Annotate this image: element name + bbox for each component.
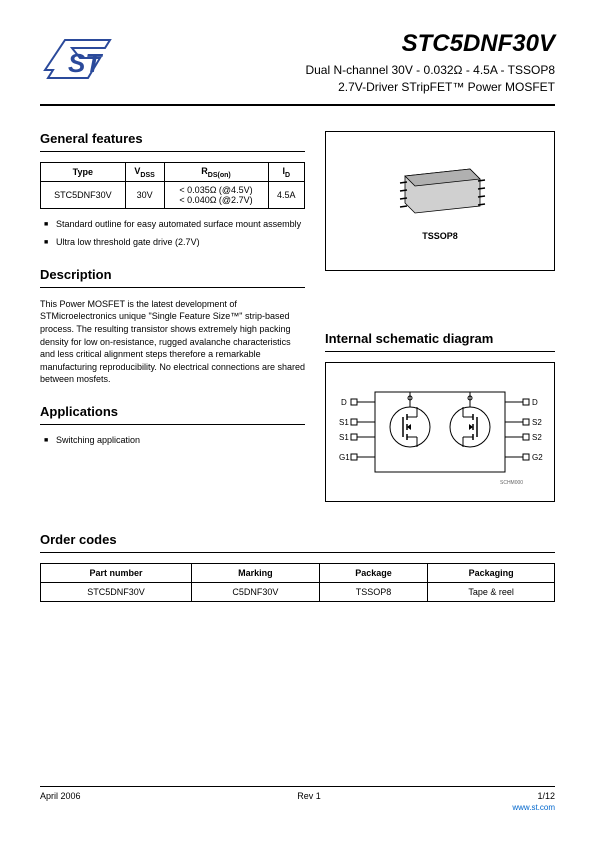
pin-d: D xyxy=(532,398,538,407)
cell-packaging: Tape & reel xyxy=(428,582,555,601)
st-logo: ST xyxy=(40,30,120,90)
general-features-heading: General features xyxy=(40,131,305,152)
schematic-heading: Internal schematic diagram xyxy=(325,331,555,352)
cell-vdss: 30V xyxy=(125,182,164,209)
col-part-number: Part number xyxy=(41,563,192,582)
table-row: STC5DNF30V 30V < 0.035Ω (@4.5V) < 0.040Ω… xyxy=(41,182,305,209)
pin-s2: S2 xyxy=(532,433,542,442)
footer-line: April 2006 Rev 1 1/12 xyxy=(40,786,555,801)
pin-d: D xyxy=(341,398,347,407)
features-list: Standard outline for easy automated surf… xyxy=(44,219,305,248)
features-table: Type VDSS RDS(on) ID STC5DNF30V 30V < 0.… xyxy=(40,162,305,210)
col-vdss: VDSS xyxy=(125,162,164,182)
svg-text:ST: ST xyxy=(68,48,103,78)
schematic-code: SCHM000 xyxy=(500,480,523,486)
footer-page: 1/12 xyxy=(537,791,555,801)
footer-rev: Rev 1 xyxy=(297,791,321,801)
footer-link[interactable]: www.st.com xyxy=(40,803,555,812)
order-codes-section: Order codes Part number Marking Package … xyxy=(40,532,555,602)
col-type: Type xyxy=(41,162,126,182)
description-text: This Power MOSFET is the latest developm… xyxy=(40,298,305,386)
package-label: TSSOP8 xyxy=(422,231,458,241)
col-rdson: RDS(on) xyxy=(164,162,268,182)
list-item: Standard outline for easy automated surf… xyxy=(44,219,305,231)
applications-heading: Applications xyxy=(40,404,305,425)
header-title-block: STC5DNF30V Dual N-channel 30V - 0.032Ω -… xyxy=(305,30,555,96)
page-header: ST STC5DNF30V Dual N-channel 30V - 0.032… xyxy=(40,30,555,106)
order-table: Part number Marking Package Packaging ST… xyxy=(40,563,555,602)
pin-g1: G1 xyxy=(339,453,350,462)
list-item: Ultra low threshold gate drive (2.7V) xyxy=(44,237,305,249)
tssop8-icon xyxy=(385,161,495,221)
right-column: TSSOP8 Internal schematic diagram xyxy=(325,131,555,502)
table-row: STC5DNF30V C5DNF30V TSSOP8 Tape & reel xyxy=(41,582,555,601)
col-packaging: Packaging xyxy=(428,563,555,582)
subtitle-line-1: Dual N-channel 30V - 0.032Ω - 4.5A - TSS… xyxy=(305,62,555,79)
cell-pn: STC5DNF30V xyxy=(41,582,192,601)
order-codes-heading: Order codes xyxy=(40,532,555,553)
applications-list: Switching application xyxy=(44,435,305,447)
cell-id: 4.5A xyxy=(268,182,305,209)
pin-s1: S1 xyxy=(339,418,349,427)
pin-g2: G2 xyxy=(532,453,543,462)
package-diagram: TSSOP8 xyxy=(325,131,555,271)
left-column: General features Type VDSS RDS(on) ID ST… xyxy=(40,131,305,502)
page-footer: April 2006 Rev 1 1/12 www.st.com xyxy=(40,786,555,812)
list-item: Switching application xyxy=(44,435,305,447)
cell-rdson: < 0.035Ω (@4.5V) < 0.040Ω (@2.7V) xyxy=(164,182,268,209)
col-id: ID xyxy=(268,162,305,182)
schematic-diagram: D S1 S1 G1 D S2 S2 G2 SCHM000 xyxy=(325,362,555,502)
description-heading: Description xyxy=(40,267,305,288)
main-content: General features Type VDSS RDS(on) ID ST… xyxy=(40,131,555,502)
pin-s1: S1 xyxy=(339,433,349,442)
footer-date: April 2006 xyxy=(40,791,81,801)
cell-package: TSSOP8 xyxy=(319,582,428,601)
col-marking: Marking xyxy=(192,563,320,582)
table-header-row: Type VDSS RDS(on) ID xyxy=(41,162,305,182)
subtitle-line-2: 2.7V-Driver STripFET™ Power MOSFET xyxy=(305,79,555,96)
pin-s2: S2 xyxy=(532,418,542,427)
part-number-title: STC5DNF30V xyxy=(305,30,555,58)
cell-marking: C5DNF30V xyxy=(192,582,320,601)
table-header-row: Part number Marking Package Packaging xyxy=(41,563,555,582)
col-package: Package xyxy=(319,563,428,582)
cell-type: STC5DNF30V xyxy=(41,182,126,209)
